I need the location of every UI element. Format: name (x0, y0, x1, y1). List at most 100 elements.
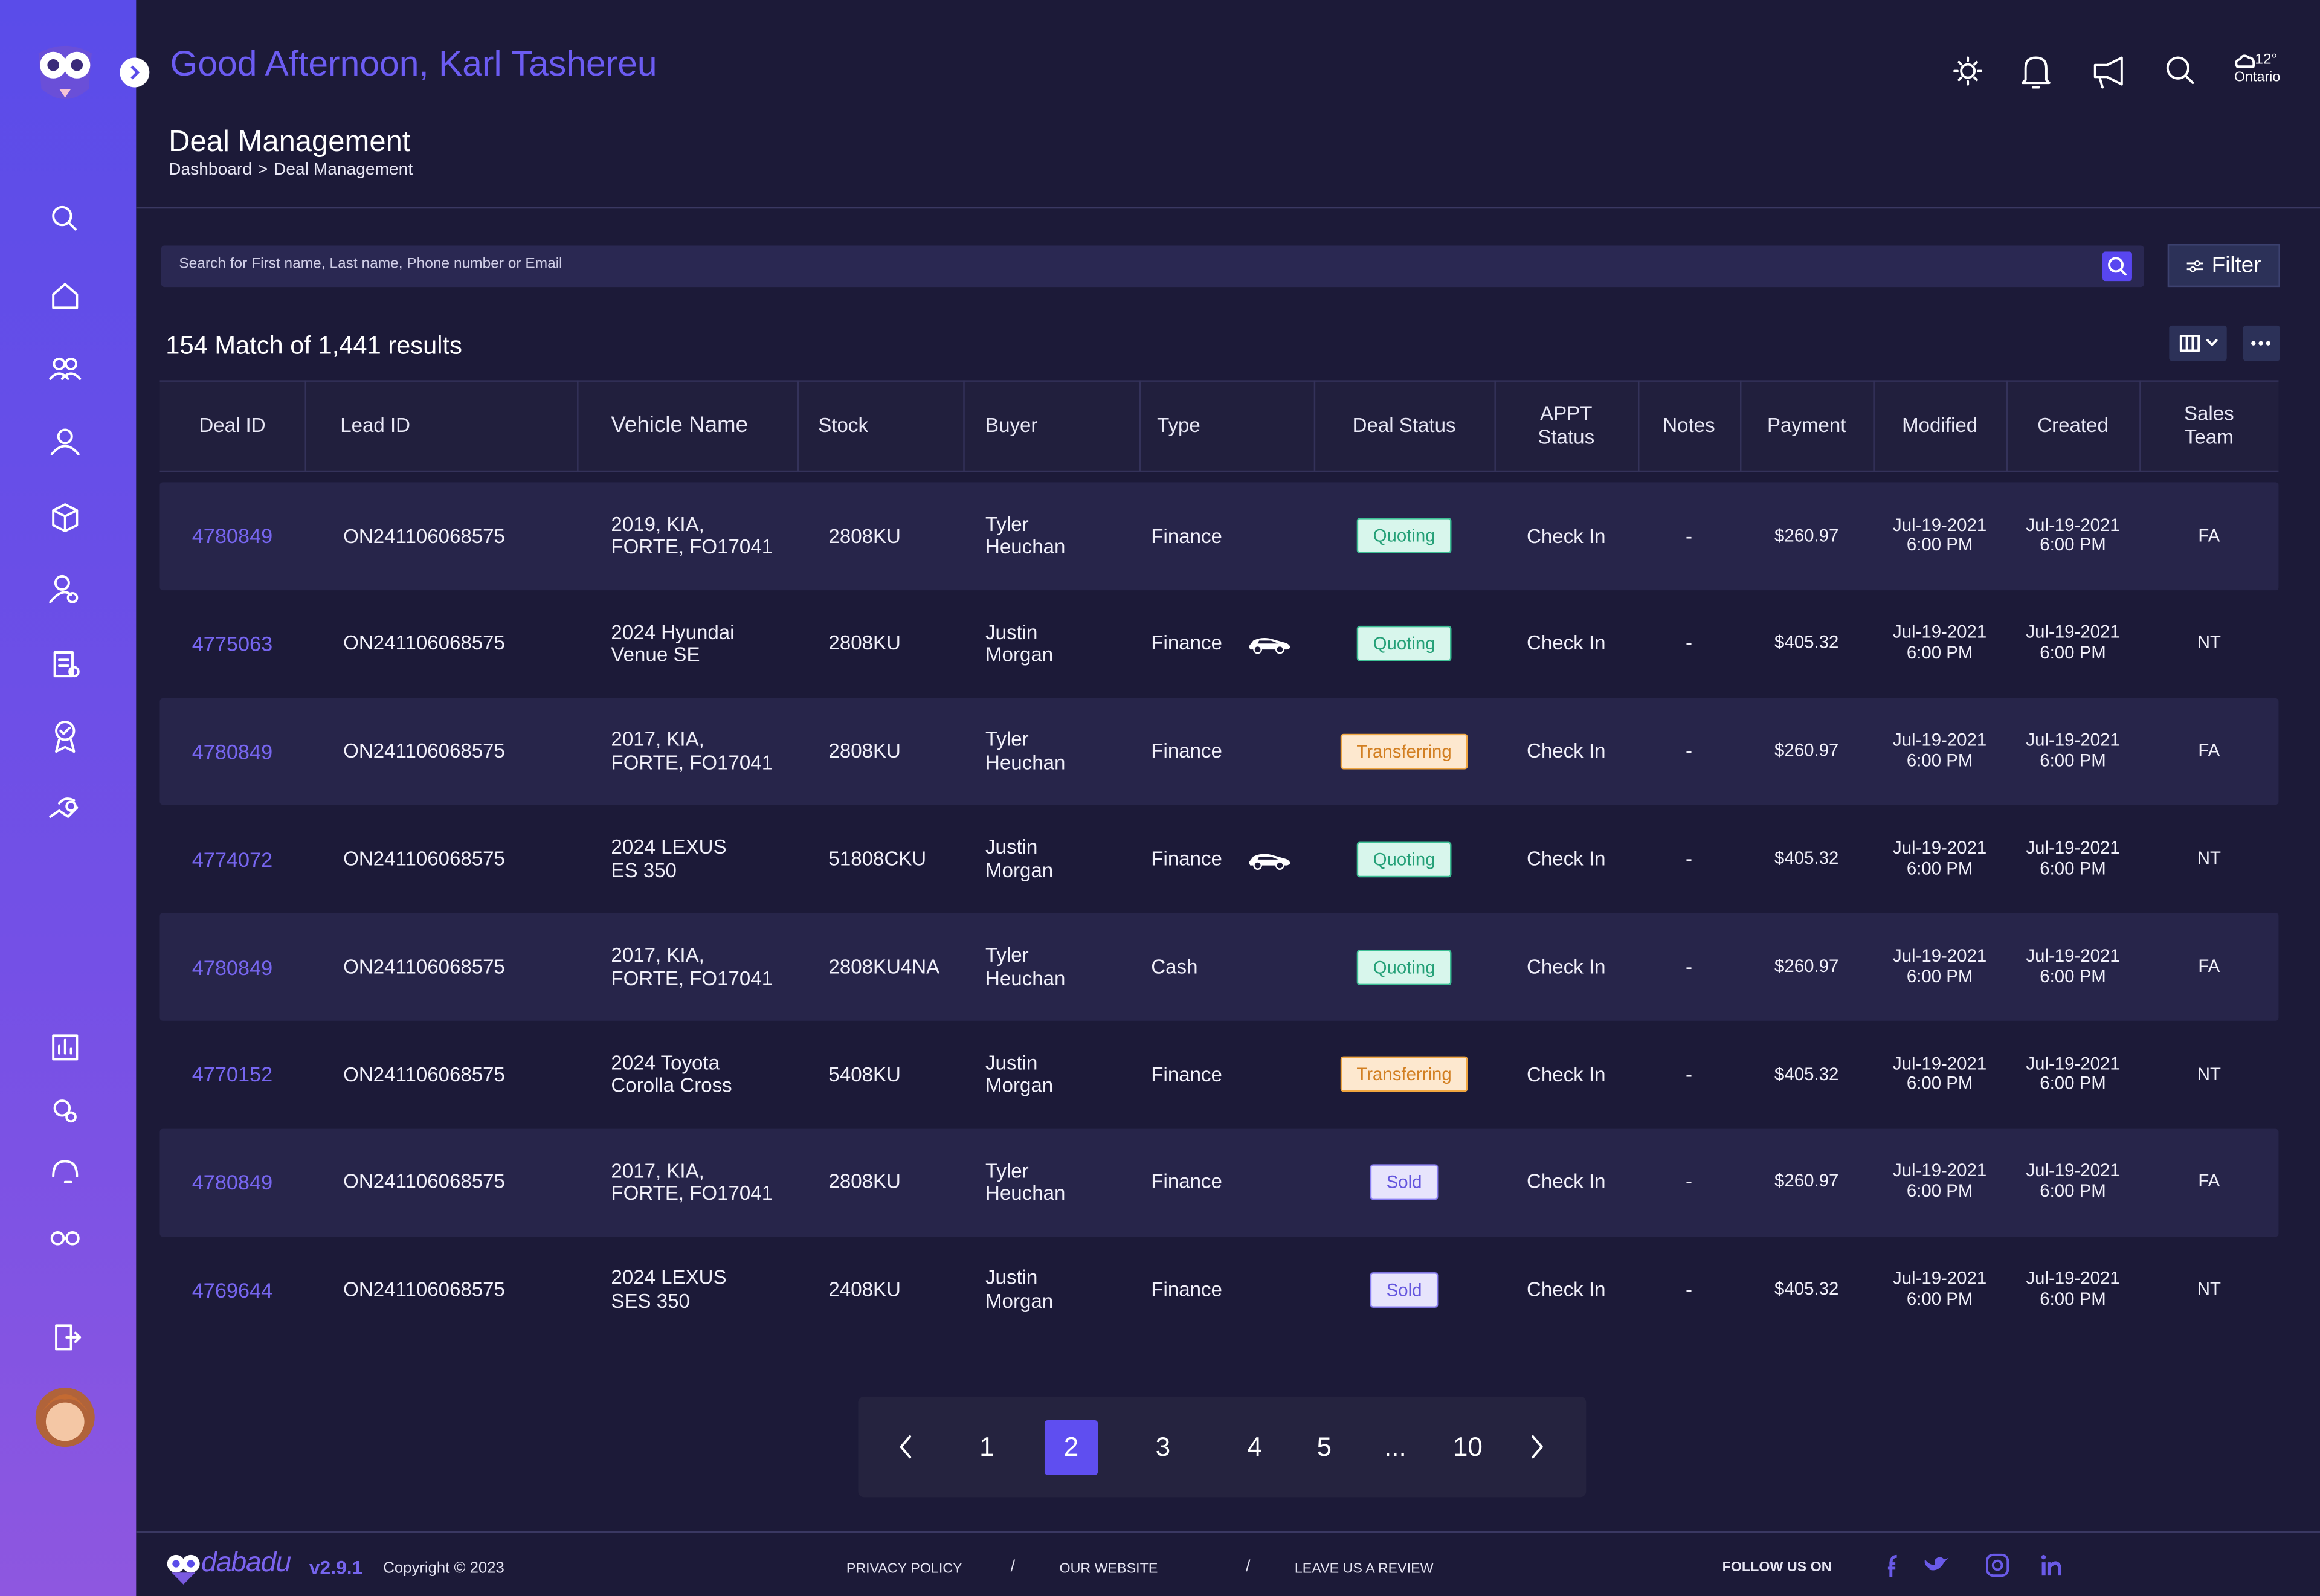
column-divider (798, 380, 799, 472)
divider (136, 207, 2320, 209)
buyer-cell: Tyler Heuchan (985, 944, 1066, 989)
car-icon (1249, 854, 1290, 870)
column-divider (577, 380, 579, 472)
column-header[interactable]: Deal Status (1352, 414, 1456, 437)
vehicle-cell: 2024 LEXUS ES 350 (611, 836, 727, 882)
lead-id-cell: ON241106068575 (343, 1278, 505, 1301)
deal-id-cell[interactable]: 4774072 (192, 847, 273, 871)
column-divider (1740, 380, 1742, 472)
stock-cell: 2808KU (828, 524, 901, 547)
column-header[interactable]: APPT Status (1538, 403, 1595, 449)
buyer-cell: Justin Morgan (985, 1051, 1054, 1097)
vehicle-cell: 2019, KIA, FORTE, FO17041 (611, 513, 773, 559)
created-cell: Jul-19-2021 6:00 PM (2026, 837, 2120, 879)
pagination-arrows[interactable] (888, 1429, 1568, 1465)
greeting: Good Afternoon, Karl Tashereu (170, 44, 657, 85)
page-link[interactable]: 3 (1155, 1432, 1171, 1462)
status-badge: Quoting (1356, 949, 1452, 985)
footer-link[interactable]: OUR WEBSITE (1059, 1560, 1158, 1577)
modified-cell: Jul-19-2021 6:00 PM (1893, 1160, 1987, 1202)
column-header[interactable]: Sales Team (2183, 403, 2234, 449)
vehicle-cell: 2017, KIA, FORTE, FO17041 (611, 1159, 773, 1205)
column-divider (304, 380, 306, 472)
status-badge: Quoting (1356, 518, 1452, 554)
status-badge: Sold (1370, 1164, 1439, 1200)
version: v2.9.1 (309, 1556, 363, 1579)
follow-label: FOLLOW US ON (1722, 1559, 1832, 1576)
sidebar-icons (35, 45, 150, 1447)
appt-status-cell: Check In (1527, 740, 1606, 762)
vehicle-cell: 2024 Hyundai Venue SE (611, 620, 735, 666)
status-badge: Quoting (1356, 626, 1452, 662)
header-icons[interactable] (1938, 44, 2234, 97)
appt-status-cell: Check In (1527, 1278, 1606, 1301)
collapse-button[interactable] (120, 57, 150, 88)
page-link[interactable]: 5 (1316, 1432, 1332, 1462)
stock-cell: 2808KU (828, 1171, 901, 1193)
payment-cell: $405.32 (1774, 847, 1839, 869)
table-row[interactable] (160, 1128, 2279, 1237)
payment-cell: $260.97 (1774, 739, 1839, 761)
status-cell: Transferring (1314, 1021, 1495, 1128)
stock-cell: 51808CKU (828, 848, 927, 870)
created-cell: Jul-19-2021 6:00 PM (2026, 1160, 2120, 1202)
column-header[interactable]: Lead ID (340, 414, 411, 437)
footer-link[interactable]: PRIVACY POLICY (846, 1560, 962, 1577)
column-header[interactable]: Vehicle Name (611, 413, 749, 439)
footer-link[interactable]: LEAVE US A REVIEW (1294, 1560, 1434, 1577)
payment-cell: $405.32 (1774, 1063, 1839, 1084)
vehicle-cell: 2017, KIA, FORTE, FO17041 (611, 729, 773, 774)
type-cell: Finance (1151, 1063, 1222, 1086)
footer-logo (167, 1554, 200, 1585)
appt-status-cell: Check In (1527, 632, 1606, 655)
sales-team-cell: FA (2198, 524, 2220, 545)
lead-id-cell: ON241106068575 (343, 848, 505, 870)
column-header[interactable]: Deal ID (199, 414, 266, 437)
page-link[interactable]: 1 (979, 1432, 994, 1462)
type-cell: Finance (1151, 740, 1222, 762)
filter-button[interactable]: Filter (2167, 244, 2280, 288)
deal-id-cell[interactable]: 4769644 (192, 1278, 273, 1302)
page-link[interactable]: 4 (1247, 1432, 1262, 1462)
deal-id-cell[interactable]: 4770152 (192, 1063, 273, 1087)
page-link[interactable]: 10 (1452, 1432, 1483, 1462)
page-current[interactable]: 2 (1044, 1420, 1098, 1475)
deal-id-cell[interactable]: 4780849 (192, 1170, 273, 1194)
status-cell: Quoting (1314, 590, 1495, 698)
table-row[interactable] (160, 697, 2279, 806)
table-row[interactable] (160, 913, 2279, 1021)
search-input[interactable] (161, 245, 2144, 288)
weather-location: Ontario (2234, 69, 2281, 86)
deal-id-cell[interactable]: 4775063 (192, 632, 273, 656)
column-header[interactable]: Type (1157, 414, 1200, 437)
page-link[interactable]: ... (1384, 1432, 1406, 1462)
pagination (858, 1396, 1587, 1498)
status-cell: Sold (1314, 1236, 1495, 1343)
column-header[interactable]: Created (2037, 414, 2109, 437)
column-header[interactable]: Modified (1902, 414, 1978, 437)
nav-icons[interactable] (49, 205, 82, 1351)
stock-cell: 5408KU (828, 1063, 901, 1086)
column-header[interactable]: Payment (1767, 414, 1846, 437)
buyer-cell: Justin Morgan (985, 620, 1054, 666)
type-cell: Finance (1151, 1171, 1222, 1193)
created-cell: Jul-19-2021 6:00 PM (2026, 514, 2120, 556)
avatar[interactable] (35, 1388, 95, 1447)
deal-id-cell[interactable]: 4780849 (192, 954, 273, 979)
table-header (160, 380, 2279, 472)
search-button[interactable] (2102, 251, 2132, 282)
deal-id-cell[interactable]: 4780849 (192, 524, 273, 548)
sales-team-cell: NT (2197, 1063, 2221, 1084)
status-cell: Quoting (1314, 482, 1495, 590)
column-header[interactable]: Stock (818, 414, 868, 437)
table-tools[interactable] (2169, 325, 2281, 362)
notes-cell: - (1686, 848, 1693, 870)
social-icons[interactable] (1876, 1551, 2068, 1580)
column-header[interactable]: Buyer (985, 414, 1038, 437)
breadcrumb-current: Deal Management (274, 161, 413, 179)
table-row[interactable] (160, 482, 2279, 590)
breadcrumb-link[interactable]: Dashboard (169, 161, 252, 179)
column-header[interactable]: Notes (1663, 414, 1715, 437)
deal-id-cell[interactable]: 4780849 (192, 739, 273, 764)
lead-id-cell: ON241106068575 (343, 1171, 505, 1193)
